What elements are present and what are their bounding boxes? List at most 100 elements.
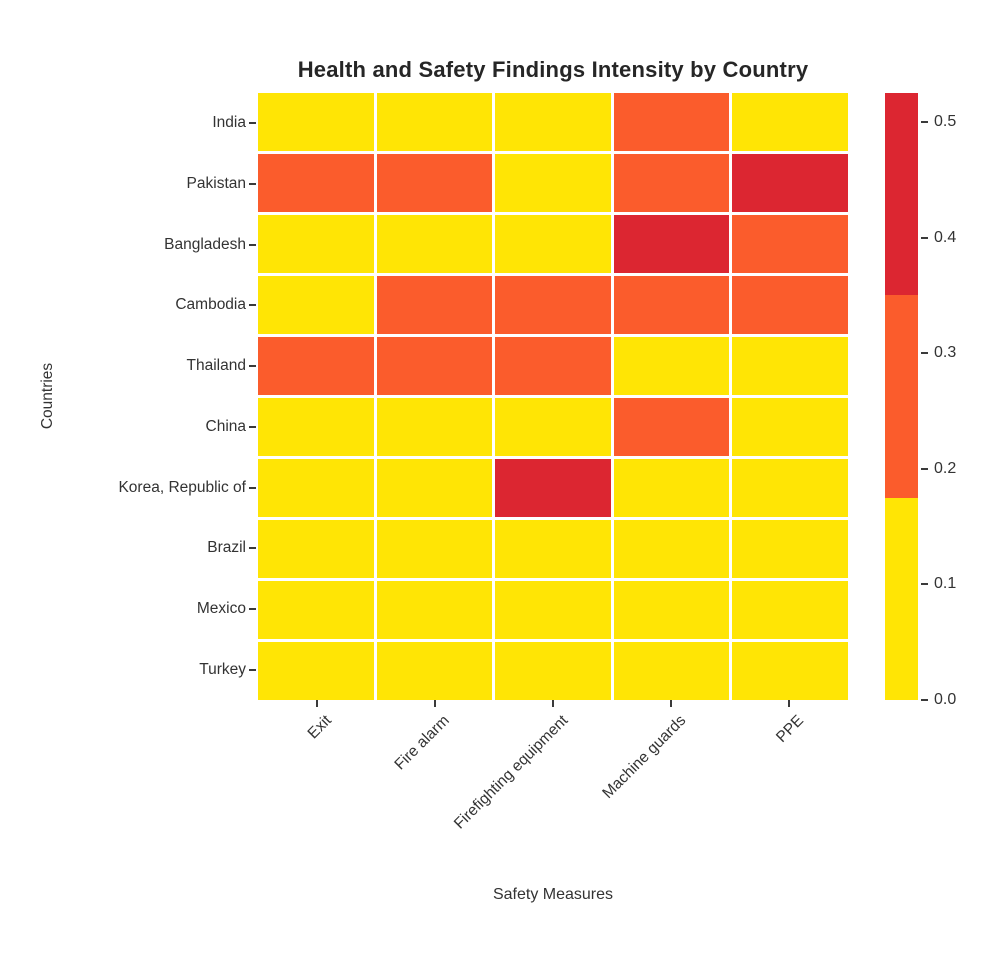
x-tick-mark	[670, 700, 672, 707]
x-tick-label-machine-guards: Machine guards	[599, 712, 690, 803]
heatmap-cell-cambodia-ppe	[732, 276, 848, 334]
heatmap-cell-bangladesh-exit	[258, 215, 374, 273]
x-tick-label-exit: Exit	[304, 712, 336, 743]
heatmap-cell-china-machine-guards	[613, 398, 730, 456]
heatmap-cell-thailand-fire-alarm	[376, 337, 493, 395]
heatmap-cell-india-ppe	[732, 93, 848, 151]
heatmap-cell-mexico-fire-alarm	[376, 581, 493, 639]
x-tick-mark	[316, 700, 318, 707]
heatmap-cell-india-exit	[258, 93, 374, 151]
y-tick-label-thailand: Thailand	[186, 357, 246, 375]
heatmap-cell-turkey-ppe	[732, 642, 848, 700]
colorbar-tick-mark	[921, 583, 928, 586]
heatmap-cell-brazil-ppe	[732, 520, 848, 578]
heatmap-cell-mexico-exit	[258, 581, 374, 639]
y-tick-mark	[249, 425, 256, 428]
heatmap-cell-brazil-machine-guards	[613, 520, 730, 578]
heatmap-cell-china-exit	[258, 398, 374, 456]
x-tick-label-ppe: PPE	[773, 712, 808, 746]
chart-title: Health and Safety Findings Intensity by …	[297, 57, 809, 82]
x-tick-mark	[434, 700, 436, 707]
heatmap-cell-thailand-firefighting-equipment	[495, 337, 611, 395]
heatmap-cell-pakistan-exit	[258, 154, 374, 212]
heatmap-cell-bangladesh-firefighting-equipment	[495, 215, 611, 273]
x-tick-mark	[552, 700, 554, 707]
colorbar-band-high	[885, 93, 918, 296]
x-tick-label-firefighting-equipment: Firefighting equipment	[450, 712, 572, 833]
heatmap-cell-brazil-exit	[258, 520, 374, 578]
heatmap-cell-thailand-machine-guards	[613, 337, 730, 395]
heatmap-cell-turkey-firefighting-equipment	[495, 642, 611, 700]
heatmap-cell-korea-republic-of-fire-alarm	[376, 459, 493, 517]
colorbar-tick-label-0.0: 0.0	[934, 691, 957, 708]
heatmap-cell-india-machine-guards	[613, 93, 730, 151]
y-tick-label-turkey: Turkey	[199, 660, 246, 678]
heatmap-cell-mexico-machine-guards	[613, 581, 730, 639]
heatmap-cell-bangladesh-fire-alarm	[376, 215, 493, 273]
colorbar-tick-label-0.5: 0.5	[934, 112, 957, 130]
colorbar	[885, 93, 918, 700]
y-tick-mark	[249, 365, 256, 368]
y-tick-label-mexico: Mexico	[196, 599, 246, 617]
heatmap-cell-brazil-firefighting-equipment	[495, 520, 611, 578]
y-tick-mark	[249, 122, 256, 125]
heatmap-cell-mexico-ppe	[732, 581, 848, 639]
x-axis-label: Safety Measures	[492, 886, 614, 903]
y-tick-label-korea-republic-of: Korea, Republic of	[118, 478, 246, 496]
colorbar-tick-mark	[921, 236, 928, 239]
y-tick-mark	[249, 183, 256, 186]
y-tick-label-india: India	[212, 114, 246, 132]
heatmap-cell-cambodia-fire-alarm	[376, 276, 493, 334]
heatmap-cell-turkey-fire-alarm	[376, 642, 493, 700]
heatmap-cell-pakistan-fire-alarm	[376, 154, 493, 212]
y-tick-label-china: China	[205, 417, 247, 435]
y-tick-label-brazil: Brazil	[207, 539, 246, 557]
heatmap-cell-turkey-machine-guards	[613, 642, 730, 700]
colorbar-tick-label-0.4: 0.4	[934, 228, 957, 246]
colorbar-tick-label-0.2: 0.2	[934, 459, 957, 477]
y-tick-mark	[249, 243, 256, 246]
colorbar-tick-mark	[921, 699, 928, 701]
heatmap-grid	[258, 93, 848, 700]
heatmap-cell-korea-republic-of-ppe	[732, 459, 848, 517]
y-tick-mark	[249, 668, 256, 671]
x-tick-mark	[788, 700, 790, 707]
heatmap-cell-pakistan-ppe	[732, 154, 848, 212]
heatmap-cell-mexico-firefighting-equipment	[495, 581, 611, 639]
colorbar-tick-mark	[921, 352, 928, 355]
heatmap-cell-brazil-fire-alarm	[376, 520, 493, 578]
heatmap-cell-korea-republic-of-exit	[258, 459, 374, 517]
colorbar-tick-mark	[921, 467, 928, 470]
heatmap-cell-india-fire-alarm	[376, 93, 493, 151]
y-tick-mark	[249, 607, 256, 610]
heatmap-cell-bangladesh-machine-guards	[613, 215, 730, 273]
heatmap-cell-india-firefighting-equipment	[495, 93, 611, 151]
heatmap-cell-china-firefighting-equipment	[495, 398, 611, 456]
y-tick-label-pakistan: Pakistan	[186, 175, 246, 193]
y-tick-mark	[249, 547, 256, 550]
y-tick-mark	[249, 486, 256, 489]
heatmap-cell-turkey-exit	[258, 642, 374, 700]
heatmap-cell-pakistan-firefighting-equipment	[495, 154, 611, 212]
y-tick-label-cambodia: Cambodia	[175, 296, 246, 314]
y-tick-label-bangladesh: Bangladesh	[164, 235, 246, 253]
heatmap-cell-china-ppe	[732, 398, 848, 456]
heatmap-cell-thailand-ppe	[732, 337, 848, 395]
x-tick-label-fire-alarm: Fire alarm	[391, 712, 454, 774]
heatmap-cell-bangladesh-ppe	[732, 215, 848, 273]
heatmap-cell-korea-republic-of-machine-guards	[613, 459, 730, 517]
colorbar-tick-label-0.1: 0.1	[934, 575, 957, 593]
colorbar-band-low	[885, 497, 918, 700]
heatmap-cell-thailand-exit	[258, 337, 374, 395]
colorbar-tick-mark	[921, 120, 928, 123]
heatmap-cell-cambodia-machine-guards	[613, 276, 730, 334]
heatmap-cell-korea-republic-of-firefighting-equipment	[495, 459, 611, 517]
y-tick-mark	[249, 304, 256, 307]
heatmap-cell-cambodia-exit	[258, 276, 374, 334]
colorbar-tick-label-0.3: 0.3	[934, 344, 957, 362]
heatmap-cell-pakistan-machine-guards	[613, 154, 730, 212]
colorbar-band-medium	[885, 295, 918, 498]
heatmap-cell-china-fire-alarm	[376, 398, 493, 456]
heatmap-cell-cambodia-firefighting-equipment	[495, 276, 611, 334]
